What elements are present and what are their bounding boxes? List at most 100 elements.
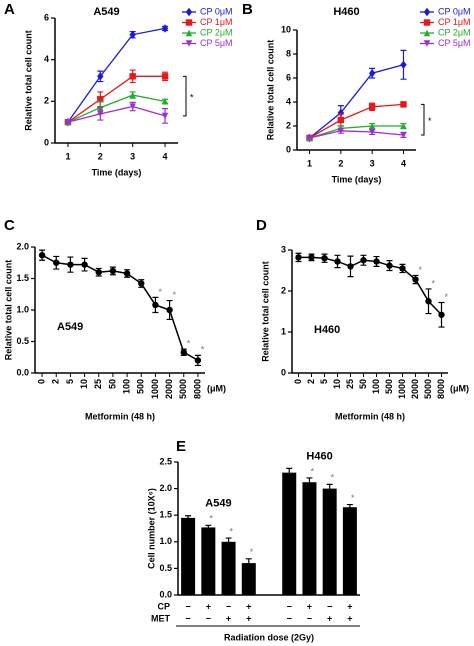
legend-label: CP 2μM [200, 27, 233, 37]
error-bar [326, 483, 333, 494]
bar [282, 472, 297, 595]
bracket [183, 75, 187, 117]
y-tick-label: 4 [44, 54, 49, 64]
point [38, 251, 46, 259]
point [129, 103, 136, 110]
y-axis-label: Relative total cell count [260, 261, 270, 362]
annotation: * [190, 93, 194, 103]
x-tick-label: 2000 [164, 379, 174, 399]
point [321, 255, 328, 262]
panel-letter: B [242, 1, 253, 18]
x-tick-label: 8000 [436, 379, 446, 399]
x-tick-label: 1000 [150, 379, 160, 399]
panel-letter: E [176, 438, 186, 455]
row-sign: + [327, 613, 332, 623]
x-tick-label: 0 [36, 379, 46, 384]
x-tick-label: 25 [345, 379, 355, 389]
point [337, 116, 345, 124]
point [438, 311, 445, 318]
row-sign: + [347, 613, 352, 623]
annotation: * [209, 514, 213, 524]
x-axis-label: Metformin (48 h) [335, 411, 405, 421]
error-bar [306, 477, 313, 488]
x-axis-label: Radiation dose (2Gy) [224, 632, 314, 642]
point [347, 263, 354, 270]
y-tick-label: 2 [44, 96, 49, 106]
point [368, 128, 376, 136]
chart-title: A549 [57, 321, 83, 333]
legend-marker [185, 29, 193, 37]
y-tick-label: 6 [286, 72, 291, 82]
point [161, 73, 169, 80]
series-line [67, 75, 166, 123]
y-tick-label: 3 [281, 244, 286, 254]
row-label: CP [157, 601, 170, 611]
x-tick-label: 8000 [192, 379, 202, 399]
x-tick-label: 5 [65, 379, 75, 384]
y-tick-label: 0.0 [16, 367, 29, 377]
x-axis-label: Time (days) [92, 167, 142, 177]
y-tick-label: 2.0 [159, 483, 172, 493]
row-sign: − [185, 613, 190, 623]
bar [322, 488, 337, 595]
x-tick-label: 2 [306, 379, 316, 384]
series-line [41, 254, 199, 362]
point [166, 306, 173, 314]
y-tick-label: 2.5 [159, 456, 172, 466]
chart-title: H460 [333, 6, 359, 18]
legend-label: CP 1μM [438, 17, 471, 27]
annotation: * [173, 290, 177, 300]
row-sign: − [206, 613, 211, 623]
y-tick-label: 1.0 [16, 304, 29, 314]
legend-marker [185, 19, 193, 26]
legend-label: CP 1μM [200, 17, 233, 27]
point [337, 127, 345, 134]
x-tick-label: 25 [93, 379, 103, 389]
x-tick-label: 100 [371, 379, 381, 394]
point [161, 112, 169, 120]
x-tick-label: 50 [358, 379, 368, 389]
point [97, 96, 104, 103]
point [368, 122, 376, 130]
x-unit: (μM) [207, 383, 226, 393]
bar [302, 482, 317, 595]
point [109, 267, 117, 275]
panel-letter: C [4, 217, 15, 234]
group-label: H460 [306, 450, 332, 462]
point [180, 349, 187, 356]
row-sign: − [185, 601, 190, 611]
x-tick-label: 4 [163, 151, 168, 161]
row-sign: + [226, 613, 231, 623]
y-tick-label: 10 [281, 24, 291, 34]
x-tick-label: 1 [307, 158, 312, 168]
x-axis-label: Time (days) [332, 174, 382, 184]
error-bar [185, 515, 192, 521]
y-tick-label: 0 [286, 144, 291, 154]
x-axis-label: Metformin (48 h) [85, 411, 155, 421]
legend-marker [423, 7, 431, 17]
y-tick-label: 2 [281, 285, 286, 295]
point [412, 276, 419, 283]
error-bar [225, 537, 232, 547]
row-sign: + [206, 601, 211, 611]
series-line [309, 130, 404, 139]
legend-label: CP 0μM [438, 6, 471, 16]
x-tick-label: 500 [136, 379, 146, 394]
x-tick-label: 4 [401, 158, 406, 168]
point [97, 110, 104, 118]
point [194, 357, 202, 364]
legend-marker [185, 7, 193, 17]
point [373, 258, 380, 265]
point [306, 134, 313, 142]
row-sign: − [287, 613, 292, 623]
legend-label: CP 0μM [200, 6, 233, 16]
y-tick-label: 4 [286, 96, 291, 106]
y-tick-label: 0 [281, 367, 286, 377]
point [95, 269, 102, 276]
panel-letter: A [4, 1, 15, 18]
bracket [421, 103, 425, 136]
point [308, 254, 315, 261]
bar [181, 517, 196, 595]
point [129, 30, 136, 39]
